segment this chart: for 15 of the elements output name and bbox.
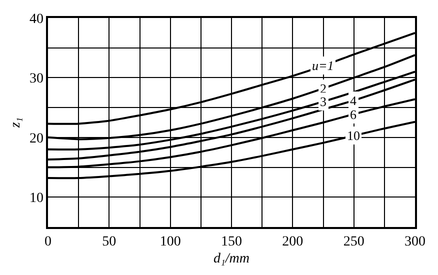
x-axis-title: d₁/mm: [214, 251, 250, 266]
x-tick-label: 250: [343, 234, 364, 250]
x-tick-label: 300: [404, 234, 426, 250]
x-tick-label: 100: [160, 234, 181, 250]
series-label: 10: [347, 128, 360, 143]
y-tick-label: 30: [29, 72, 44, 87]
x-tick-label: 0: [44, 234, 52, 250]
x-tick-label: 200: [282, 234, 304, 250]
y-tick-label: 20: [29, 131, 44, 146]
x-tick-label: 50: [102, 234, 116, 250]
series-label: u=1: [312, 58, 334, 73]
y-tick-label: 40: [29, 12, 44, 27]
y-axis-title: z₁: [8, 117, 24, 129]
x-tick-label: 150: [221, 234, 242, 250]
y-tick-label: 10: [29, 191, 44, 206]
